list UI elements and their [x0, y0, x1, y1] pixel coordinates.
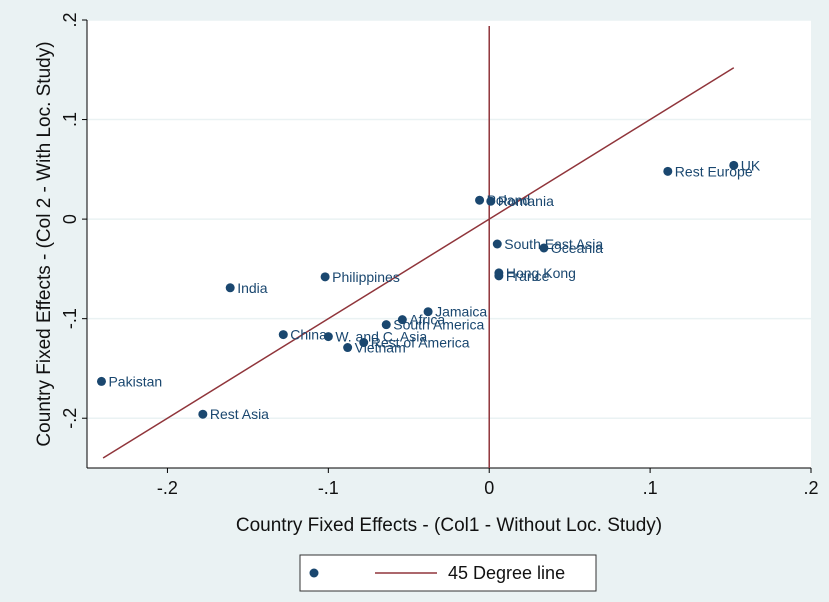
point-south-america [381, 320, 391, 330]
reference-lines [102, 26, 735, 468]
point-label-w-and-c-asia: W. and C. Asia [335, 329, 427, 345]
point-label-oceania: Oceania [551, 240, 603, 256]
point-rest-asia [198, 409, 208, 419]
y-tick-labels: -.2 -.1 0 .1 .2 [60, 12, 87, 429]
point-label-china: China [290, 327, 327, 343]
point-label-romania: Romania [498, 193, 554, 209]
point-jamaica [423, 307, 433, 317]
x-tick-label: -.2 [157, 478, 178, 498]
point-label-jamaica: Jamaica [435, 304, 487, 320]
x-tick-label: 0 [484, 478, 494, 498]
point-vietnam [343, 343, 353, 353]
point-france [494, 271, 504, 281]
x-axis-title: Country Fixed Effects - (Col1 - Without … [236, 515, 662, 536]
point-india [225, 283, 235, 293]
reference-line-45-degree [102, 67, 735, 459]
point-romania [486, 196, 496, 206]
x-tick-label: -.1 [318, 478, 339, 498]
point-label-pakistan: Pakistan [108, 373, 162, 389]
point-label-france: France [506, 268, 550, 284]
point-label-vietnam: Vietnam [355, 340, 406, 356]
axes [86, 20, 811, 469]
point-label-uk: UK [741, 157, 761, 173]
point-label-africa: Africa [409, 312, 445, 328]
point-china [278, 330, 288, 340]
data-points [96, 160, 739, 419]
point-label-hong-kong: Hong Kong [506, 265, 576, 281]
x-tick-label: .2 [803, 478, 818, 498]
y-tick-label: -.1 [60, 308, 80, 329]
x-tick-label: .1 [643, 478, 658, 498]
point-philippines [320, 272, 330, 282]
point-label-rest-of-america: Rest of America [371, 335, 470, 351]
y-tick-label: .2 [60, 12, 80, 27]
y-tick-label: 0 [60, 214, 80, 224]
point-oceania [539, 243, 549, 253]
legend-label-45-degree-line: 45 Degree line [448, 563, 565, 583]
x-tick-labels: -.2 -.1 0 .1 .2 [157, 468, 819, 498]
point-pakistan [96, 376, 106, 386]
point-label-rest-europe: Rest Europe [675, 163, 753, 179]
grid-lines [87, 19, 811, 419]
point-w-and-c-asia [323, 332, 333, 342]
point-label-philippines: Philippines [332, 269, 400, 285]
y-tick-label: .1 [60, 112, 80, 127]
y-axis-title: Country Fixed Effects - (Col 2 - With Lo… [34, 41, 55, 446]
point-label-south-america: South America [393, 317, 484, 333]
point-south-east-asia [492, 239, 502, 249]
y-tick-label: -.2 [60, 408, 80, 429]
point-label-south-east-asia: South East Asia [504, 236, 603, 252]
point-rest-of-america [359, 338, 369, 348]
legend: 45 Degree line [299, 554, 597, 592]
point-uk [729, 160, 739, 170]
point-rest-europe [663, 166, 673, 176]
point-label-poland: Poland [487, 192, 531, 208]
point-label-india: India [237, 280, 268, 296]
point-label-rest-asia: Rest Asia [210, 406, 269, 422]
legend-box [299, 554, 597, 592]
point-poland [475, 195, 485, 205]
legend-marker-icon [309, 568, 319, 578]
point-africa [397, 315, 407, 325]
